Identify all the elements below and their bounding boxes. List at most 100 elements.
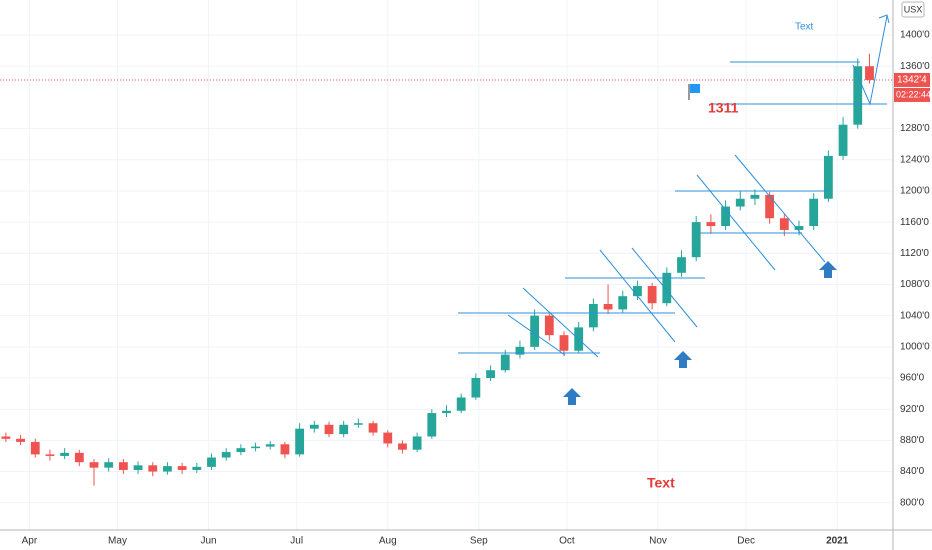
candle-body xyxy=(30,441,40,455)
x-tick-label: Jun xyxy=(201,536,217,547)
candle-body xyxy=(647,286,657,304)
x-tick-label: May xyxy=(108,536,127,547)
candle-body xyxy=(45,454,55,456)
candle-body xyxy=(603,303,613,310)
trend-line xyxy=(696,174,776,271)
x-tick-label: Oct xyxy=(559,536,575,547)
candle-body xyxy=(118,462,128,470)
up-arrow xyxy=(563,388,581,405)
x-tick-label: Sep xyxy=(470,536,488,547)
up-arrow xyxy=(819,261,837,278)
candle-body xyxy=(163,466,172,472)
candle-body xyxy=(515,346,525,355)
candle-body xyxy=(853,66,863,125)
y-tick-label: 1040'0 xyxy=(900,310,930,321)
annotation-text: Text xyxy=(647,475,675,491)
candle-body xyxy=(324,424,334,435)
candle-body xyxy=(207,457,216,467)
currency-label: USX xyxy=(904,4,923,14)
candle-body xyxy=(221,452,231,458)
candle-body xyxy=(456,397,466,411)
y-tick-label: 840'0 xyxy=(900,466,925,477)
candle-body xyxy=(865,66,874,80)
candle-body xyxy=(618,296,628,310)
x-tick-label: Dec xyxy=(737,536,755,547)
candle-body xyxy=(588,303,598,328)
y-tick-label: 1120'0 xyxy=(900,248,929,259)
y-tick-label: 880'0 xyxy=(900,435,925,446)
candle-body xyxy=(794,226,804,230)
candle-body xyxy=(721,206,730,227)
x-tick-label: Jul xyxy=(290,536,303,547)
candle-body xyxy=(251,446,260,449)
drawings: Text 1311 Text xyxy=(458,14,890,491)
y-tick-label: 1280'0 xyxy=(900,123,930,134)
candle-body xyxy=(148,465,158,472)
candle-body xyxy=(383,432,393,444)
annotation-text: 1311 xyxy=(708,100,739,116)
candle-body xyxy=(265,444,275,447)
trend-line xyxy=(507,314,566,356)
candle-body xyxy=(735,198,745,207)
candle-body xyxy=(74,452,84,463)
y-tick-label: 1240'0 xyxy=(900,154,930,165)
candle-body xyxy=(559,335,569,351)
y-tick-label: 960'0 xyxy=(900,373,925,384)
candle-body xyxy=(691,222,701,258)
candle-body xyxy=(280,444,290,455)
candle-body xyxy=(353,423,363,425)
trend-line xyxy=(631,247,698,328)
flag xyxy=(690,84,700,93)
y-tick-label: 1400'0 xyxy=(900,30,930,41)
y-tick-label: 1160'0 xyxy=(900,217,929,228)
candle-body xyxy=(544,315,554,336)
candle-body xyxy=(339,424,349,435)
candle-body xyxy=(486,370,495,379)
y-tick-label: 1000'0 xyxy=(900,341,930,352)
y-tick-label: 1360'0 xyxy=(900,61,930,72)
candle-body xyxy=(765,194,775,219)
candle-body xyxy=(750,194,760,199)
candle-body xyxy=(89,462,99,468)
candle-body xyxy=(133,465,143,470)
y-tick-label: 1200'0 xyxy=(900,186,930,197)
trend-line xyxy=(522,287,599,358)
candle-body xyxy=(662,272,672,304)
up-arrow xyxy=(674,351,692,368)
candle-body xyxy=(677,257,686,273)
candle-body xyxy=(838,124,848,156)
last-price-label: 1342'4 xyxy=(897,75,927,86)
last-price-tag xyxy=(894,72,930,87)
candle-body xyxy=(471,378,481,398)
candle-body xyxy=(823,155,833,199)
candle-body xyxy=(368,423,378,433)
candle-body xyxy=(442,410,451,414)
countdown-tag xyxy=(894,87,930,102)
candle-body xyxy=(295,428,305,455)
candle-body xyxy=(16,438,25,442)
candle-body xyxy=(500,354,510,371)
axes: 800'0 840'0 880'0 920'0 960'0 1000'0 1040'0 108… xyxy=(22,30,931,547)
annotation-text: Text xyxy=(795,22,814,33)
countdown-label: 02:22:44 xyxy=(896,89,931,99)
y-tick-label: 800'0 xyxy=(900,497,925,508)
x-tick-label: Nov xyxy=(649,536,667,547)
candle-body xyxy=(236,448,246,453)
candle-body xyxy=(60,452,70,456)
projection-path xyxy=(852,15,888,106)
candle-body xyxy=(1,436,11,439)
candle-body xyxy=(177,466,187,470)
candle-body xyxy=(706,222,716,227)
candle-body xyxy=(398,443,407,450)
y-tick-label: 1080'0 xyxy=(900,279,930,290)
candle-body xyxy=(779,218,789,230)
candle-body xyxy=(309,424,319,429)
trend-line xyxy=(734,154,826,263)
x-tick-label: Apr xyxy=(22,536,38,547)
projection-arrowhead xyxy=(878,14,890,24)
candle-body xyxy=(412,436,422,450)
y-tick-label: 920'0 xyxy=(900,404,925,415)
